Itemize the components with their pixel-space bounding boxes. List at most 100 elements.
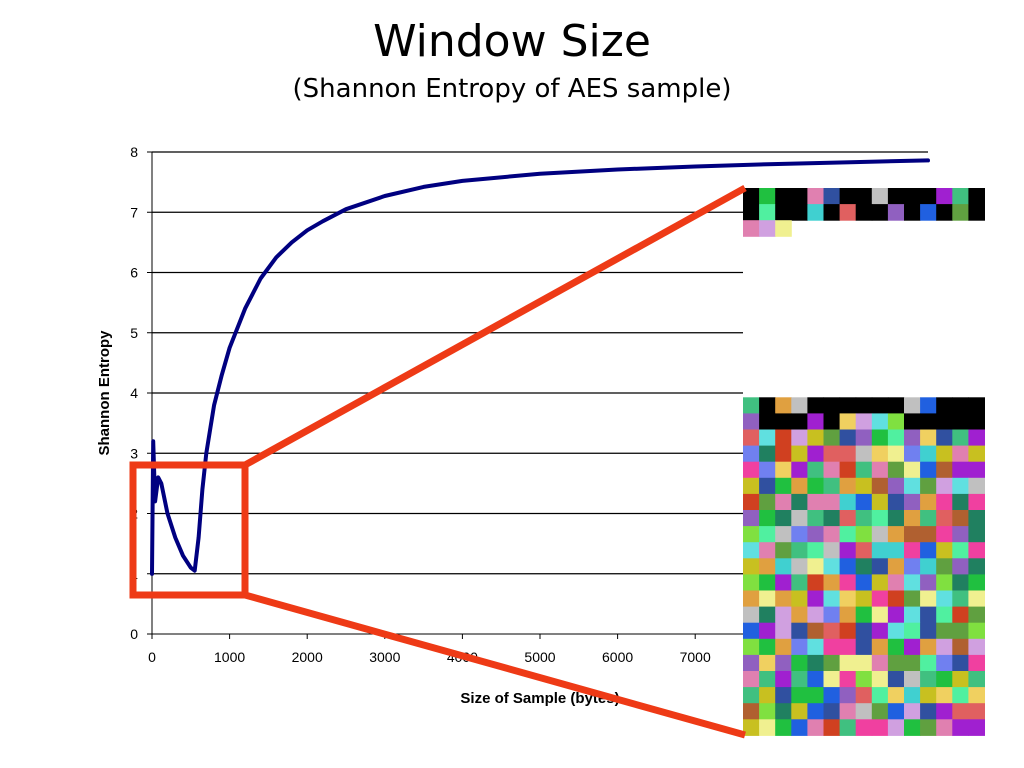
inset-pixel bbox=[839, 687, 857, 704]
series-line bbox=[150, 158, 930, 576]
inset-pixel bbox=[968, 413, 985, 430]
inset-pixel bbox=[743, 204, 760, 221]
inset-pixel bbox=[936, 687, 953, 704]
inset-pixel bbox=[807, 397, 824, 414]
inset-pixel bbox=[936, 204, 953, 221]
inset-pixel bbox=[743, 220, 760, 237]
y-axis-label: Shannon Entropy bbox=[96, 330, 113, 456]
highlight-box bbox=[129, 461, 249, 599]
inset-pixel bbox=[936, 526, 953, 543]
inset-pixel bbox=[855, 687, 873, 704]
inset-pixel bbox=[952, 542, 969, 559]
inset-pixel bbox=[759, 590, 776, 608]
inset-pixel bbox=[968, 703, 985, 720]
inset-pixel bbox=[887, 671, 905, 688]
inset-pixel bbox=[904, 622, 921, 640]
inset-pixel bbox=[936, 606, 953, 624]
inset-pixel bbox=[791, 542, 808, 559]
inset-pixel bbox=[743, 638, 760, 656]
inset-pixel bbox=[904, 526, 921, 543]
inset-pixel bbox=[839, 654, 857, 672]
inset-pixel bbox=[904, 461, 921, 479]
inset-pixel bbox=[871, 654, 889, 672]
inset-pixel bbox=[887, 493, 905, 511]
inset-pixel bbox=[871, 493, 889, 511]
inset-pixel bbox=[775, 574, 792, 591]
inset-pixel bbox=[855, 204, 873, 221]
inset-pixel bbox=[904, 606, 921, 624]
inset-pixel bbox=[952, 397, 969, 414]
inset-pixel bbox=[952, 204, 969, 221]
inset-pixel bbox=[743, 477, 760, 495]
inset-pixel bbox=[791, 654, 808, 672]
inset-pixel bbox=[904, 510, 921, 527]
inset-pixel bbox=[791, 461, 808, 479]
inset-pixel bbox=[904, 558, 921, 575]
inset-pixel bbox=[775, 622, 792, 640]
inset-pixel bbox=[839, 510, 857, 527]
inset-pixel bbox=[936, 510, 953, 527]
inset-pixel bbox=[855, 638, 873, 656]
inset-pixel bbox=[775, 429, 792, 447]
inset-pixel bbox=[871, 542, 889, 559]
inset-pixel bbox=[743, 542, 760, 559]
inset-pixel bbox=[823, 606, 841, 624]
inset-pixel bbox=[759, 461, 776, 479]
inset-pixel bbox=[887, 558, 905, 575]
inset-pixel bbox=[904, 397, 921, 414]
inset-pixel bbox=[759, 622, 776, 640]
inset-pixel bbox=[936, 574, 953, 591]
x-tick-label: 2000 bbox=[292, 649, 323, 665]
inset-pixel bbox=[936, 413, 953, 430]
inset-pixel bbox=[807, 477, 824, 495]
inset-pixel bbox=[759, 542, 776, 559]
x-tick-label: 5000 bbox=[524, 649, 555, 665]
inset-pixel bbox=[775, 719, 792, 736]
inset-pixel bbox=[936, 558, 953, 575]
inset-pixel bbox=[743, 188, 760, 205]
inset-pixel bbox=[823, 445, 841, 463]
inset-pixel bbox=[839, 429, 857, 447]
x-tick-label: 0 bbox=[148, 649, 156, 665]
inset-pixel bbox=[743, 397, 760, 414]
inset-pixel bbox=[871, 638, 889, 656]
inset-pixel bbox=[968, 445, 985, 463]
inset-pixel bbox=[775, 687, 792, 704]
inset-pixel bbox=[823, 654, 841, 672]
inset-pixel bbox=[791, 703, 808, 720]
inset-pixel bbox=[871, 204, 889, 221]
inset-pixel bbox=[904, 188, 921, 205]
inset-pixel bbox=[904, 638, 921, 656]
inset-pixel bbox=[823, 590, 841, 608]
inset-pixel bbox=[791, 622, 808, 640]
inset-pixel bbox=[936, 461, 953, 479]
inset-pixel bbox=[823, 671, 841, 688]
inset-pixel bbox=[887, 477, 905, 495]
inset-pixel bbox=[839, 622, 857, 640]
inset-pixel bbox=[887, 526, 905, 543]
inset-pixel bbox=[775, 654, 792, 672]
inset-pixel bbox=[887, 590, 905, 608]
callout-line-top bbox=[243, 184, 747, 469]
inset-pixel bbox=[968, 606, 985, 624]
inset-pixel bbox=[887, 445, 905, 463]
inset-pixel bbox=[807, 638, 824, 656]
inset-pixel bbox=[887, 188, 905, 205]
inset-pixel bbox=[855, 188, 873, 205]
inset-pixel bbox=[952, 687, 969, 704]
inset-pixel bbox=[871, 397, 889, 414]
inset-pixel bbox=[920, 687, 937, 704]
inset-pixel bbox=[743, 510, 760, 527]
inset-pixel bbox=[952, 526, 969, 543]
x-tick-label: 1000 bbox=[214, 649, 245, 665]
inset-pixel bbox=[839, 397, 857, 414]
inset-pixel bbox=[904, 493, 921, 511]
inset-pixel bbox=[871, 477, 889, 495]
inset-pixel bbox=[952, 558, 969, 575]
inset-pixel bbox=[920, 413, 937, 430]
inset-pixel bbox=[952, 188, 969, 205]
inset-pixel bbox=[807, 606, 824, 624]
inset-pixel bbox=[968, 188, 985, 205]
inset-pixel bbox=[759, 188, 776, 205]
inset-pixel bbox=[823, 719, 841, 736]
